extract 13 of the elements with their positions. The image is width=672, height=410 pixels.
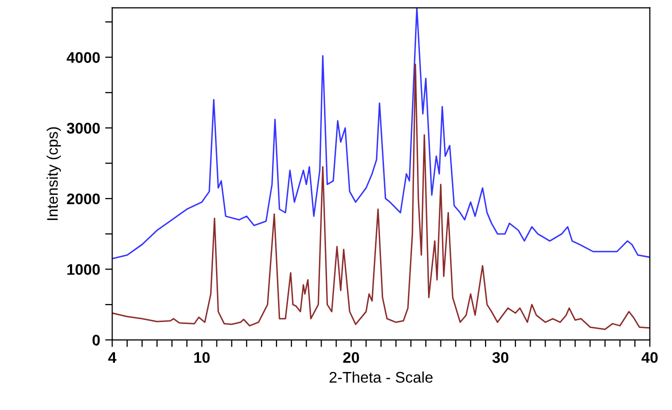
y-tick-label: 3000 — [66, 122, 100, 134]
y-tick-label: 2000 — [66, 193, 100, 204]
y-tick-label: 1000 — [67, 264, 100, 275]
x-tick-label: 20 — [343, 352, 360, 363]
y-tick-label: 4000 — [66, 52, 100, 63]
y-axis-title: Intensity (cps) — [46, 127, 61, 220]
x-axis-title: 2-Theta - Scale — [330, 371, 433, 383]
y-tick-label: 0 — [92, 334, 100, 346]
x-tick-label: 40 — [642, 352, 658, 363]
x-tick-label: 10 — [194, 352, 210, 363]
x-tick-label: 4 — [108, 352, 116, 363]
line-series — [112, 64, 650, 330]
x-tick-label: 30 — [492, 352, 508, 363]
